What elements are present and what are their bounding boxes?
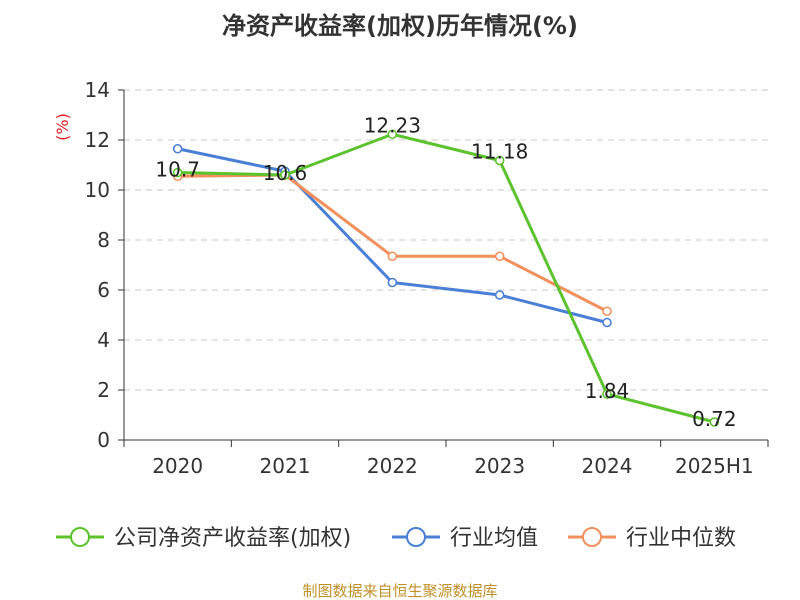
data-point xyxy=(172,143,183,154)
y-tick-label: 8 xyxy=(97,228,110,252)
x-tick-label: 2023 xyxy=(474,454,525,478)
data-point xyxy=(387,251,398,262)
data-label: 0.72 xyxy=(692,407,737,431)
legend-item-0[interactable]: 公司净资产收益率(加权) xyxy=(56,526,351,551)
y-tick-label: 12 xyxy=(85,128,110,152)
series-line-0 xyxy=(177,132,715,424)
legend-label: 行业中位数 xyxy=(626,526,736,551)
x-tick-label: 2024 xyxy=(582,454,633,478)
data-labels: 10.7 10.6 12.23 11.18 1.84 0.72 xyxy=(155,113,736,431)
data-point xyxy=(280,170,290,180)
y-tick-label: 6 xyxy=(97,278,110,302)
data-point xyxy=(494,251,505,262)
series-lines xyxy=(172,129,720,427)
y-tick-label: 14 xyxy=(85,78,110,102)
legend-swatch-marker xyxy=(406,527,426,547)
data-point xyxy=(709,417,720,427)
y-tick-label: 2 xyxy=(97,378,110,402)
gridlines xyxy=(124,89,768,391)
y-tick-label: 0 xyxy=(97,428,110,452)
data-label: 10.7 xyxy=(155,158,200,182)
y-tick-label: 4 xyxy=(97,328,110,352)
y-axis-unit-label: (%) xyxy=(53,113,72,141)
data-point xyxy=(494,290,505,300)
x-tick-label: 2025H1 xyxy=(675,454,754,478)
data-point xyxy=(172,167,183,178)
data-point xyxy=(602,317,612,328)
data-label: 1.84 xyxy=(585,379,630,403)
x-tick-label: 2020 xyxy=(152,454,203,478)
legend-swatch-marker xyxy=(582,527,602,547)
legend-label: 行业均值 xyxy=(450,526,538,551)
data-point xyxy=(387,129,398,140)
legend-label: 公司净资产收益率(加权) xyxy=(114,526,351,551)
data-label: 11.18 xyxy=(471,140,528,164)
legend-item-1[interactable]: 行业均值 xyxy=(392,526,538,551)
data-label: 10.6 xyxy=(263,161,308,185)
data-point xyxy=(387,277,398,288)
series-line-2 xyxy=(177,173,608,313)
legend-item-2[interactable]: 行业中位数 xyxy=(568,526,736,551)
x-tick-label: 2022 xyxy=(367,454,418,478)
legend[interactable]: 公司净资产收益率(加权) 行业均值 行业中位数 xyxy=(56,526,736,551)
chart-title: 净资产收益率(加权)历年情况(%) xyxy=(222,12,578,40)
y-tick-label: 10 xyxy=(85,178,110,202)
axes: 0 2 4 6 8 10 12 14 2020 2021 2022 2023 2024 2025H1 xyxy=(85,78,769,478)
x-tick-label: 2021 xyxy=(260,454,311,478)
data-point xyxy=(602,306,612,317)
data-point xyxy=(602,389,612,399)
data-label: 12.23 xyxy=(364,113,421,137)
source-note: 制图数据来自恒生聚源数据库 xyxy=(302,582,497,600)
legend-swatch-marker xyxy=(70,527,90,547)
data-point xyxy=(494,155,505,166)
